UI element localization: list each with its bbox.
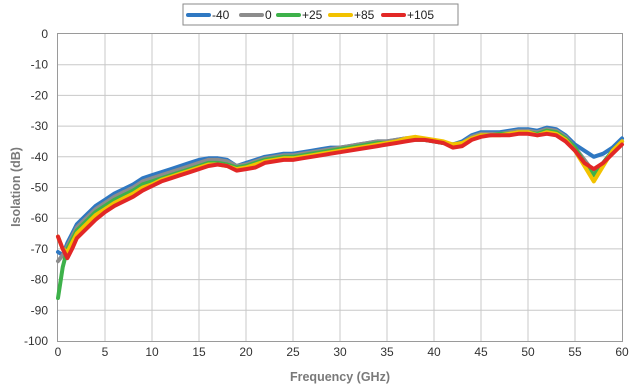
x-tick-label: 60: [615, 345, 629, 359]
x-tick-label: 45: [474, 345, 488, 359]
x-tick-label: 20: [239, 345, 253, 359]
y-tick-label: -40: [31, 150, 49, 164]
grid: [58, 34, 622, 341]
x-tick-label: 5: [102, 345, 109, 359]
y-tick-label: -60: [31, 211, 49, 225]
x-tick-labels: 0 5 10 15 20 25 30 35 40 45 50 55 60: [55, 345, 629, 359]
x-tick-label: 30: [333, 345, 347, 359]
y-tick-label: -90: [31, 303, 49, 317]
plot-frame: [57, 33, 623, 342]
x-tick-label: 55: [568, 345, 582, 359]
x-tick-label: 25: [286, 345, 300, 359]
y-tick-label: -70: [31, 242, 49, 256]
x-tick-label: 10: [145, 345, 159, 359]
y-tick-label: -20: [31, 88, 49, 102]
y-tick-label: -100: [24, 334, 48, 348]
x-tick-label: 35: [380, 345, 394, 359]
y-axis-title: Isolation (dB): [9, 147, 23, 227]
legend-label-25: +25: [302, 8, 323, 22]
y-tick-label: 0: [41, 27, 48, 41]
x-tick-label: 15: [192, 345, 206, 359]
legend-label-0: 0: [265, 8, 272, 22]
y-tick-label: -80: [31, 273, 49, 287]
x-tick-label: 50: [521, 345, 535, 359]
y-tick-labels: 0 -10 -20 -30 -40 -50 -60 -70 -80 -90 -100: [24, 27, 48, 348]
legend-label-40: -40: [212, 8, 230, 22]
x-tick-label: 40: [427, 345, 441, 359]
y-tick-label: -30: [31, 119, 49, 133]
legend: -40 0 +25 +85 +105: [182, 3, 459, 26]
x-axis-title: Frequency (GHz): [290, 370, 390, 384]
series-lines: [56, 125, 624, 300]
series-line-105: [56, 131, 624, 261]
x-tick-label: 0: [55, 345, 62, 359]
y-tick-label: -10: [31, 58, 49, 72]
y-tick-label: -50: [31, 181, 49, 195]
legend-box: [182, 3, 459, 26]
legend-label-85: +85: [354, 8, 375, 22]
legend-label-105: +105: [407, 8, 434, 22]
